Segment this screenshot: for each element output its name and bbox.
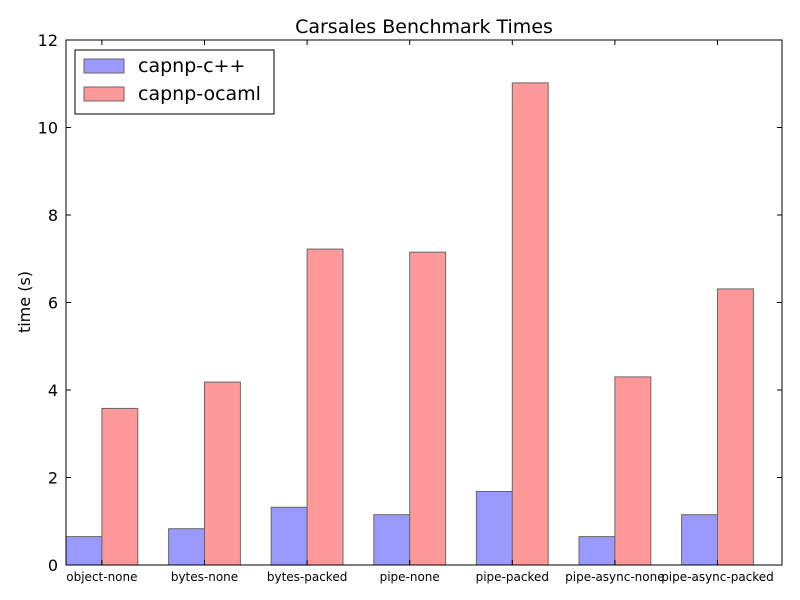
bar-capnp-c--pipe-async-packed <box>681 514 718 566</box>
x-category-label: pipe-async-none <box>565 570 664 584</box>
bar-capnp-ocaml-pipe-none <box>409 251 447 566</box>
legend-swatch <box>83 58 125 74</box>
y-tick-label: 0 <box>48 556 58 575</box>
bar-capnp-c--pipe-packed <box>475 491 513 566</box>
legend-swatch <box>83 86 125 102</box>
bar-capnp-c--pipe-async-none <box>578 536 616 566</box>
bar-capnp-c--bytes-none <box>168 528 206 566</box>
y-tick-label: 10 <box>38 119 58 138</box>
bar-capnp-ocaml-pipe-async-packed <box>717 288 754 566</box>
y-tick-label: 12 <box>38 31 58 50</box>
x-category-label: pipe-async-packed <box>661 570 774 584</box>
bar-capnp-c--pipe-none <box>373 514 411 566</box>
x-category-label: pipe-packed <box>476 570 549 584</box>
bar-capnp-ocaml-bytes-packed <box>306 248 344 566</box>
x-category-label: bytes-none <box>171 570 238 584</box>
legend-label: capnp-ocaml <box>138 83 261 105</box>
legend-label: capnp-c++ <box>138 55 245 77</box>
bar-capnp-ocaml-bytes-none <box>204 381 241 566</box>
y-tick-label: 8 <box>48 206 58 225</box>
y-axis-label: time (s) <box>15 271 34 333</box>
bars-layer <box>65 82 754 566</box>
chart-title: Carsales Benchmark Times <box>295 16 553 38</box>
bar-capnp-c--object-none <box>65 536 103 566</box>
plot-frame <box>65 39 783 566</box>
x-category-label: bytes-packed <box>267 570 347 584</box>
legend: capnp-c++ capnp-ocaml <box>74 49 275 115</box>
y-tick-label: 2 <box>48 469 58 488</box>
ticks-layer: 0 2 4 6 8 10 12 object-none bytes-none bytes-pack… <box>38 31 782 584</box>
bar-capnp-ocaml-pipe-async-none <box>614 376 652 566</box>
y-tick-label: 6 <box>48 294 58 313</box>
bar-capnp-c--bytes-packed <box>270 506 308 566</box>
y-tick-label: 4 <box>48 381 58 400</box>
x-category-label: pipe-none <box>380 570 440 584</box>
bar-capnp-ocaml-pipe-packed <box>511 82 549 566</box>
bar-capnp-ocaml-object-none <box>101 407 139 566</box>
x-category-label: object-none <box>66 570 137 584</box>
